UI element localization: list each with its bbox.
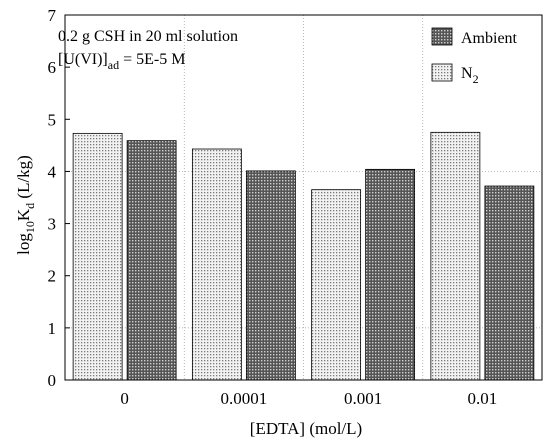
- bar-n2: [191, 148, 242, 381]
- x-tick-label: 0: [120, 389, 129, 408]
- y-axis-title: log10Kd (L/kg): [14, 155, 37, 255]
- y-axis-title-base-sub: 10: [23, 221, 37, 233]
- legend-label-n2-sub: 2: [473, 72, 479, 86]
- bar-n2: [430, 131, 481, 381]
- y-tick-label: 2: [48, 267, 57, 286]
- bar-ambient: [245, 170, 296, 381]
- x-axis-title: [EDTA] (mol/L): [250, 419, 362, 438]
- bar-ambient: [484, 185, 535, 381]
- annotation-line2-pre: [U(VI)]: [58, 51, 108, 68]
- annotation-line2-post: = 5E-5 M: [119, 51, 185, 68]
- y-tick-label: 4: [48, 162, 57, 181]
- bar-ambient: [365, 168, 416, 381]
- legend-swatch-n2: [431, 63, 453, 82]
- legend: Ambient N2: [431, 27, 518, 86]
- x-tick-label: 0.01: [468, 389, 498, 408]
- y-axis-title-base: log: [14, 233, 33, 255]
- legend-label-ambient: Ambient: [461, 30, 518, 47]
- plot-frame: [64, 14, 543, 381]
- bar-n2: [311, 189, 362, 381]
- bar-n2: [72, 132, 123, 381]
- legend-label-n2: N2: [461, 65, 479, 86]
- annotation-line2: [U(VI)]ad = 5E-5 M: [58, 51, 185, 72]
- x-tick-label: 0.001: [344, 389, 382, 408]
- legend-label-n2-main: N: [461, 65, 473, 82]
- y-axis-title-unit: (L/kg): [14, 155, 33, 203]
- y-tick-label: 0: [48, 371, 57, 390]
- y-tick-label: 3: [48, 215, 57, 234]
- y-axis: 0 1 2 3 4 5 6 7: [48, 6, 70, 390]
- annotation-line2-sub: ad: [108, 58, 119, 72]
- y-axis-title-main-sub: d: [23, 203, 37, 209]
- gridlines: [65, 15, 542, 380]
- y-axis-title-main: K: [14, 208, 33, 221]
- annotation-line1: 0.2 g CSH in 20 ml solution: [58, 28, 238, 45]
- y-tick-label: 5: [48, 110, 57, 129]
- bar-ambient: [126, 140, 177, 381]
- legend-swatch-ambient: [431, 27, 453, 46]
- x-axis: 0 0.0001 0.001 0.01: [120, 389, 497, 408]
- x-tick-label: 0.0001: [221, 389, 268, 408]
- y-tick-label: 7: [48, 6, 57, 25]
- bars: [72, 131, 535, 381]
- y-tick-label: 6: [48, 58, 57, 77]
- y-tick-label: 1: [48, 319, 57, 338]
